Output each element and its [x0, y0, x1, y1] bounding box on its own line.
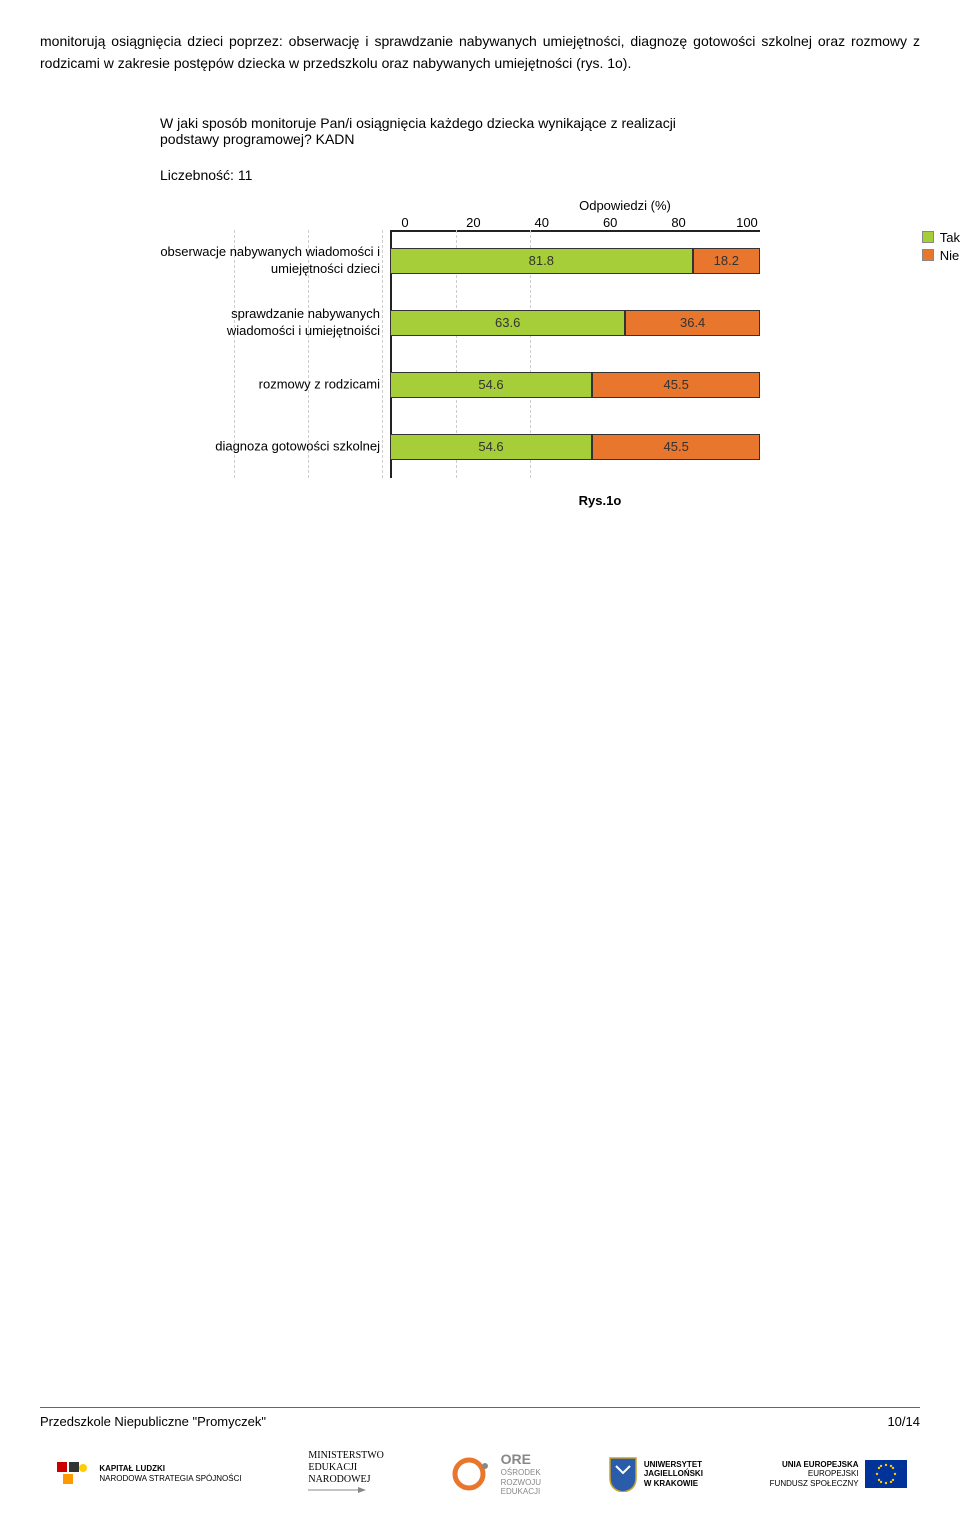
bar-row: sprawdzanie nabywanych wiadomości i umie…	[390, 292, 860, 354]
x-axis-labels: 0 20 40 60 80 100	[160, 215, 762, 230]
x-tick: 20	[458, 215, 488, 230]
footer-left: Przedszkole Niepubliczne "Promyczek"	[40, 1414, 266, 1429]
logo-row: KAPITAŁ LUDZKINARODOWA STRATEGIA SPÓJNOŚ…	[0, 1435, 960, 1528]
bar-tak: 54.6	[390, 372, 592, 398]
logo-ore: OREOŚRODEKROZWOJUEDUKACJI	[451, 1451, 541, 1497]
legend-item-tak: Tak	[922, 230, 960, 245]
x-tick: 80	[664, 215, 694, 230]
x-tick: 40	[527, 215, 557, 230]
legend-label: Tak	[940, 230, 960, 245]
row-label: sprawdzanie nabywanych wiadomości i umie…	[160, 306, 385, 340]
bar-tak: 63.6	[390, 310, 625, 336]
kapital-ludzki-icon	[53, 1458, 93, 1490]
pen-icon	[308, 1486, 368, 1494]
bar-row: diagnoza gotowości szkolnej54.645.5	[390, 416, 860, 478]
ore-icon	[451, 1456, 495, 1492]
eu-flag-icon	[865, 1460, 907, 1488]
intro-paragraph: monitorują osiągnięcia dzieci poprzez: o…	[40, 30, 920, 75]
legend-swatch-nie	[922, 249, 934, 261]
bar-nie: 18.2	[693, 248, 760, 274]
logo-ministerstwo: MINISTERSTWOEDUKACJINARODOWEJ	[308, 1450, 384, 1498]
bar-tak: 81.8	[390, 248, 693, 274]
uj-shield-icon	[608, 1456, 638, 1492]
x-tick: 100	[732, 215, 762, 230]
chart-container: W jaki sposób monitoruje Pan/i osiągnięc…	[100, 115, 860, 508]
logo-kapital-ludzki: KAPITAŁ LUDZKINARODOWA STRATEGIA SPÓJNOŚ…	[53, 1458, 241, 1490]
chart-count: Liczebność: 11	[160, 167, 860, 183]
row-label: diagnoza gotowości szkolnej	[160, 438, 385, 455]
bar-tak: 54.6	[390, 434, 592, 460]
bar-row: rozmowy z rodzicami54.645.5	[390, 354, 860, 416]
chart-question: W jaki sposób monitoruje Pan/i osiągnięc…	[160, 115, 710, 147]
legend: Tak Nie	[922, 230, 960, 266]
footer: Przedszkole Niepubliczne "Promyczek" 10/…	[0, 1407, 960, 1528]
plot-area: Tak Nie obserwacje nabywanych wiadomości…	[160, 230, 860, 478]
logo-eu: UNIA EUROPEJSKAEUROPEJSKIFUNDUSZ SPOŁECZ…	[770, 1460, 907, 1489]
bar-nie: 36.4	[625, 310, 760, 336]
row-label: rozmowy z rodzicami	[160, 376, 385, 393]
x-tick: 60	[595, 215, 625, 230]
x-tick: 0	[390, 215, 420, 230]
figure-caption: Rys.1o	[160, 493, 860, 508]
legend-label: Nie	[940, 248, 960, 263]
logo-uj: UNIWERSYTETJAGIELLOŃSKIW KRAKOWIE	[608, 1456, 703, 1492]
row-label: obserwacje nabywanych wiadomości i umiej…	[160, 244, 385, 278]
bar-nie: 45.5	[592, 372, 760, 398]
legend-swatch-tak	[922, 231, 934, 243]
bar-nie: 45.5	[592, 434, 760, 460]
legend-item-nie: Nie	[922, 248, 960, 263]
x-axis-title: Odpowiedzi (%)	[160, 198, 860, 213]
bar-row: obserwacje nabywanych wiadomości i umiej…	[390, 230, 860, 292]
footer-page: 10/14	[887, 1414, 920, 1429]
